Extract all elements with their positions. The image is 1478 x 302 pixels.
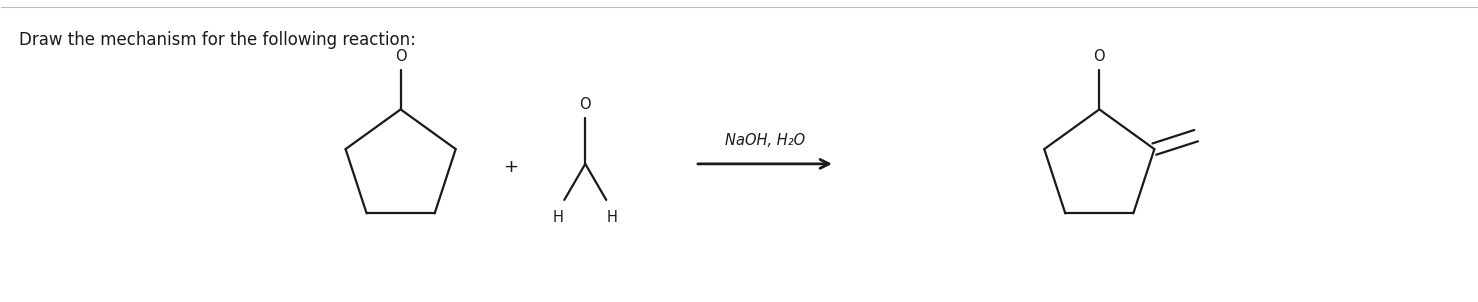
Text: H: H — [607, 210, 618, 225]
Text: H: H — [553, 210, 563, 225]
Text: O: O — [395, 49, 406, 64]
Text: +: + — [503, 158, 517, 176]
Text: Draw the mechanism for the following reaction:: Draw the mechanism for the following rea… — [19, 31, 417, 49]
Text: NaOH, H₂O: NaOH, H₂O — [724, 133, 806, 148]
Text: O: O — [1094, 49, 1106, 64]
Text: O: O — [579, 97, 591, 112]
